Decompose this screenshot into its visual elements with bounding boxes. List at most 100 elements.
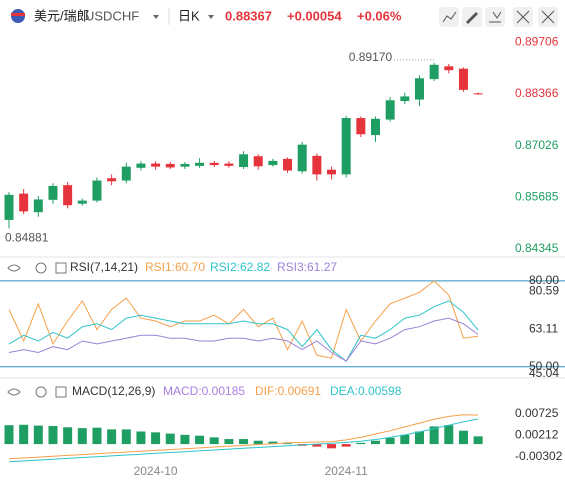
y-tick-label: 80.00 bbox=[529, 273, 559, 287]
candle-body bbox=[239, 154, 249, 168]
box-icon[interactable] bbox=[55, 386, 67, 398]
candle-body bbox=[63, 185, 73, 206]
gear-icon[interactable] bbox=[35, 386, 47, 398]
macd-bar bbox=[385, 437, 395, 445]
macd-bar bbox=[253, 440, 263, 445]
macd-bar bbox=[429, 426, 439, 445]
macd-bar bbox=[327, 444, 337, 449]
symbol[interactable]: USDCHF bbox=[85, 8, 139, 23]
candle-body bbox=[136, 163, 146, 168]
legend-entry: RSI2:62.82 bbox=[210, 260, 270, 274]
y-tick-label: 0.00725 bbox=[515, 406, 559, 420]
candle-body bbox=[19, 193, 29, 212]
candle-body bbox=[400, 96, 410, 102]
y-tick-label: 0.00212 bbox=[515, 427, 559, 441]
indicator-title: RSI(7,14,21) bbox=[70, 260, 138, 274]
macd-bar bbox=[48, 426, 58, 445]
candle-body bbox=[429, 64, 439, 80]
candle-body bbox=[165, 163, 175, 168]
flag-stripe bbox=[11, 13, 25, 16]
candle-body bbox=[253, 156, 263, 167]
price: 0.88367 bbox=[225, 8, 272, 23]
macd-bar bbox=[239, 439, 249, 445]
candle-body bbox=[444, 66, 454, 71]
macd-bar bbox=[371, 440, 380, 445]
macd-bar bbox=[107, 429, 117, 445]
candle-body bbox=[414, 78, 424, 100]
tool-button[interactable] bbox=[485, 7, 505, 27]
pair-name: 美元/瑞郎 bbox=[34, 8, 90, 23]
candle-body bbox=[48, 185, 58, 200]
macd-bar bbox=[224, 439, 234, 445]
macd-bar bbox=[312, 444, 322, 447]
candle-body bbox=[312, 155, 322, 175]
candle-body bbox=[209, 162, 219, 166]
period[interactable]: 日K bbox=[178, 8, 200, 23]
eye-icon[interactable] bbox=[7, 388, 21, 396]
y-tick-label: 0.89706 bbox=[515, 34, 559, 48]
macd-bar bbox=[400, 434, 410, 445]
macd-bar bbox=[63, 427, 73, 445]
legend-entry: RSI1:60.70 bbox=[145, 260, 205, 274]
gear-icon[interactable] bbox=[35, 262, 47, 274]
candle-body bbox=[77, 200, 87, 204]
candle-body bbox=[121, 166, 131, 181]
macd-bar bbox=[356, 442, 366, 445]
dropdown-arrow[interactable] bbox=[208, 15, 214, 19]
candle-body bbox=[4, 194, 14, 220]
macd-bar bbox=[209, 437, 219, 445]
header: 美元/瑞郎 USDCHF 日K 0.88367 +0.00054 +0.06% bbox=[11, 7, 558, 27]
candle-body bbox=[224, 163, 234, 166]
tool-icon bbox=[442, 11, 457, 23]
macd-bar bbox=[414, 431, 424, 445]
macd-bar bbox=[92, 427, 102, 445]
change-pct: +0.06% bbox=[357, 8, 402, 23]
candle-body bbox=[341, 118, 351, 175]
legend-entry: RSI3:61.27 bbox=[277, 260, 337, 274]
tool-icon bbox=[466, 12, 478, 24]
candle-body bbox=[371, 118, 380, 136]
legend-entry: DEA:0.00598 bbox=[330, 384, 402, 398]
candle-body bbox=[107, 178, 117, 182]
y-tick-label: 0.85685 bbox=[515, 189, 559, 203]
indicator-title: MACD(12,26,9) bbox=[72, 384, 155, 398]
macd-bar bbox=[180, 434, 190, 445]
candle-body bbox=[327, 169, 337, 175]
eye-icon[interactable] bbox=[7, 264, 21, 272]
y-tick-label: 45.04 bbox=[529, 366, 559, 380]
legend-entry: MACD:0.00185 bbox=[163, 384, 245, 398]
rsi-line bbox=[8, 300, 479, 362]
dropdown-arrow[interactable] bbox=[153, 15, 159, 19]
y-tick-label: 50.00 bbox=[529, 359, 559, 373]
macd-bar bbox=[341, 444, 351, 447]
candle-body bbox=[473, 93, 483, 95]
candle-body bbox=[180, 163, 190, 167]
annotation: 0.89170 bbox=[349, 50, 393, 64]
candle-body bbox=[385, 100, 395, 120]
macd-bar bbox=[136, 431, 146, 445]
candle-body bbox=[458, 68, 468, 90]
tool-icon bbox=[516, 10, 530, 24]
legend-entry: DIF:0.00691 bbox=[255, 384, 321, 398]
x-tick-label: 2024-11 bbox=[325, 464, 368, 478]
macd-bar bbox=[4, 425, 14, 445]
y-tick-label: 63.11 bbox=[529, 321, 558, 335]
macd-bar bbox=[473, 436, 483, 445]
macd-line bbox=[8, 414, 479, 460]
macd-bar bbox=[283, 443, 293, 445]
macd-bar bbox=[77, 428, 87, 445]
macd-bar bbox=[33, 425, 43, 445]
annotation: 0.84881 bbox=[5, 231, 49, 245]
macd-bar bbox=[195, 435, 205, 445]
x-tick-label: 2024-10 bbox=[134, 464, 178, 478]
rsi-line bbox=[8, 317, 479, 362]
change: +0.00054 bbox=[287, 8, 342, 23]
candle-body bbox=[92, 180, 102, 201]
box-icon[interactable] bbox=[55, 262, 67, 274]
macd-bar bbox=[151, 432, 161, 445]
candle-body bbox=[268, 160, 278, 166]
y-tick-label: -0.00302 bbox=[515, 449, 563, 463]
y-tick-label: 0.84345 bbox=[515, 241, 559, 255]
candle-body bbox=[283, 158, 293, 171]
